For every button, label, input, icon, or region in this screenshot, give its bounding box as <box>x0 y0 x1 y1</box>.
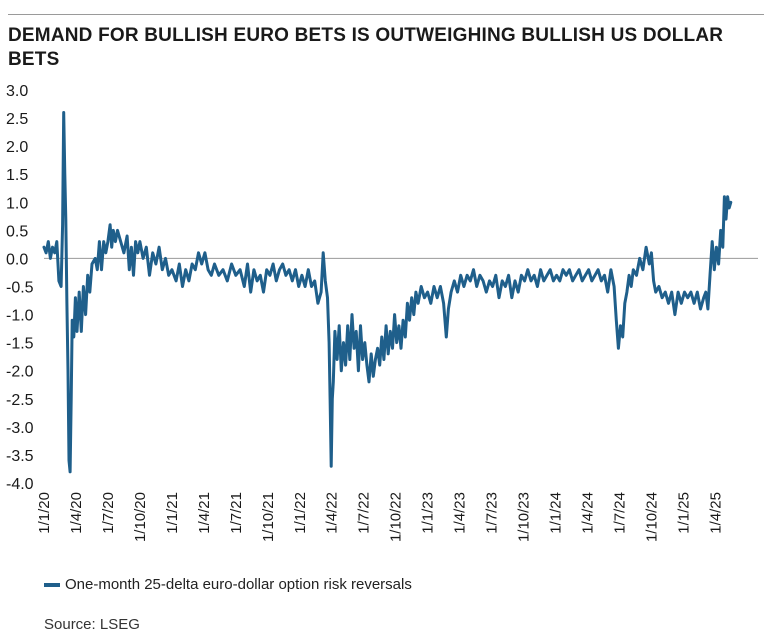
y-tick-label: -4.0 <box>6 476 34 493</box>
x-tick-label: 1/1/21 <box>164 492 181 534</box>
x-tick-label: 1/10/20 <box>132 492 149 542</box>
x-tick-label: 1/7/21 <box>228 492 245 534</box>
x-tick-label: 1/1/20 <box>36 492 53 534</box>
x-tick-label: 1/1/24 <box>548 492 565 534</box>
x-tick-label: 1/4/22 <box>324 492 341 534</box>
y-tick-label: -2.5 <box>6 392 34 409</box>
source-note: Source: LSEG <box>44 616 140 633</box>
y-tick-label: -3.0 <box>6 420 34 437</box>
x-tick-label: 1/4/20 <box>68 492 85 534</box>
x-tick-label: 1/1/22 <box>292 492 309 534</box>
x-tick-label: 1/7/22 <box>356 492 373 534</box>
x-axis: 1/1/20 1/4/20 1/7/20 1/10/20 1/1/21 1/4/21 1/7… <box>36 492 724 542</box>
legend: One-month 25-delta euro-dollar option ri… <box>44 576 412 593</box>
y-tick-label: 0.5 <box>6 223 28 240</box>
y-tick-label: 2.5 <box>6 111 28 128</box>
x-tick-label: 1/7/24 <box>611 492 628 534</box>
y-axis: 3.0 2.5 2.0 1.5 1.0 0.5 0.0 -0.5 -1.0 -1.5 -2.0 -2.… <box>6 83 34 493</box>
x-tick-label: 1/7/20 <box>100 492 117 534</box>
y-tick-label: 1.5 <box>6 167 28 184</box>
x-tick-label: 1/10/24 <box>643 492 660 542</box>
y-tick-label: -2.0 <box>6 364 34 381</box>
y-tick-label: -1.5 <box>6 336 34 353</box>
top-divider <box>8 14 764 15</box>
x-tick-label: 1/4/25 <box>707 492 724 534</box>
x-tick-label: 1/7/23 <box>484 492 501 534</box>
chart-title: DEMAND FOR BULLISH EURO BETS IS OUTWEIGH… <box>8 25 724 70</box>
y-tick-label: 2.0 <box>6 139 28 156</box>
y-tick-label: 0.0 <box>6 251 28 268</box>
y-tick-label: -1.0 <box>6 308 34 325</box>
legend-swatch <box>44 582 60 587</box>
x-tick-label: 1/4/24 <box>579 492 596 534</box>
x-tick-label: 1/10/22 <box>388 492 405 542</box>
y-tick-label: 3.0 <box>6 83 28 100</box>
series-line-risk-reversals <box>42 111 733 474</box>
x-tick-label: 1/10/21 <box>260 492 277 542</box>
x-tick-label: 1/4/21 <box>196 492 213 534</box>
y-tick-label: -3.5 <box>6 448 34 465</box>
x-tick-label: 1/1/23 <box>420 492 437 534</box>
x-tick-label: 1/4/23 <box>452 492 469 534</box>
x-tick-label: 1/1/25 <box>675 492 692 534</box>
y-tick-label: 1.0 <box>6 195 28 212</box>
y-tick-label: -0.5 <box>6 280 34 297</box>
legend-label: One-month 25-delta euro-dollar option ri… <box>65 576 412 593</box>
x-tick-label: 1/10/23 <box>516 492 533 542</box>
